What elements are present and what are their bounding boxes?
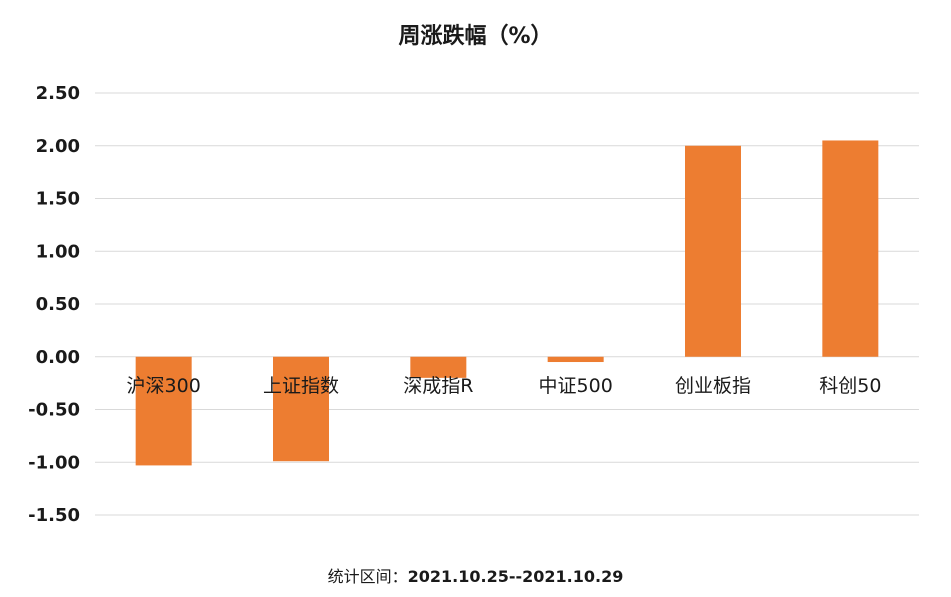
x-category-label: 深成指R — [403, 375, 473, 397]
y-tick-label: -0.50 — [28, 400, 80, 421]
y-tick-label: -1.50 — [28, 505, 80, 526]
y-tick-label: 2.00 — [36, 136, 80, 157]
bars — [135, 140, 879, 466]
footer-stat-period: 统计区间：2021.10.25--2021.10.29 — [0, 563, 951, 587]
x-category-label: 中证500 — [539, 375, 613, 397]
chart-title: 周涨跌幅（%） — [398, 24, 553, 49]
x-category-label: 创业板指 — [675, 375, 751, 397]
bar-0 — [135, 356, 192, 466]
footer-label: 统计区间： — [327, 567, 408, 586]
x-axis-categories: 沪深300 上证指数 深成指R 中证500 创业板指 科创50 — [127, 375, 882, 397]
y-tick-label: 0.50 — [36, 294, 80, 315]
footer-date-range: 2021.10.25--2021.10.29 — [407, 567, 624, 586]
y-tick-label: 0.00 — [36, 347, 80, 368]
y-tick-label: -1.00 — [28, 452, 80, 473]
y-tick-label: 1.50 — [36, 189, 80, 210]
y-tick-label: 1.00 — [36, 241, 80, 262]
x-category-label: 科创50 — [819, 375, 881, 397]
bar-2 — [410, 356, 467, 378]
gridlines — [95, 92, 919, 516]
bar-3 — [547, 356, 604, 363]
x-category-label: 沪深300 — [127, 375, 201, 397]
y-tick-label: 2.50 — [36, 83, 80, 104]
bar-4 — [685, 145, 741, 357]
bar-5 — [822, 140, 879, 357]
bar-1 — [273, 356, 329, 462]
y-axis-ticks: 2.50 2.00 1.50 1.00 0.50 0.00 -0.50 -1.00 -1.50 — [28, 83, 80, 526]
x-category-label: 上证指数 — [263, 375, 339, 397]
